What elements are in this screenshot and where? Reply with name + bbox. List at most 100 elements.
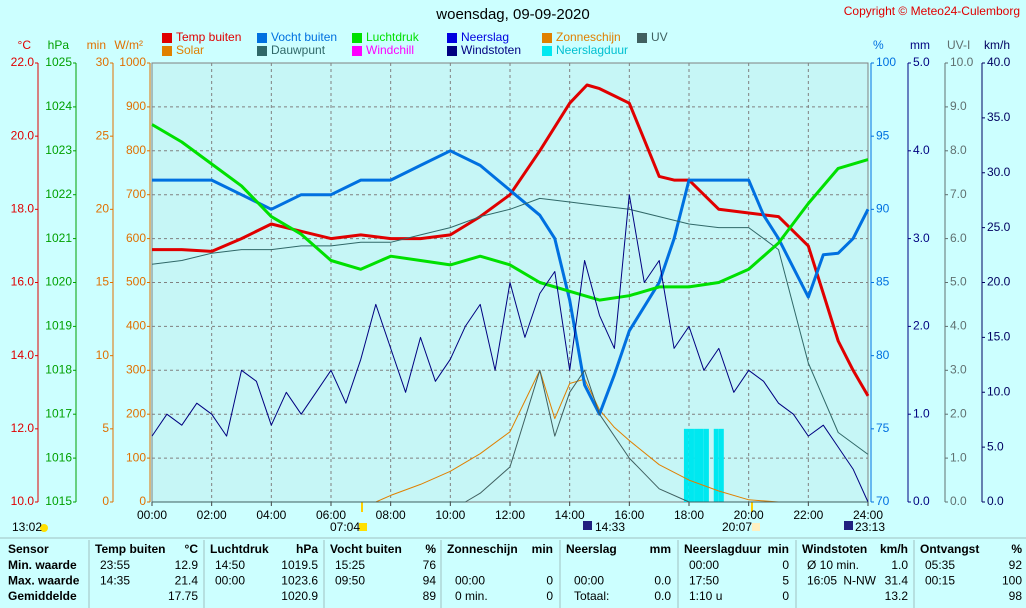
legend-swatch bbox=[637, 33, 647, 43]
axis-label: % bbox=[873, 38, 884, 52]
legend-label: Windchill bbox=[366, 43, 414, 57]
column-title: Vocht buiten bbox=[330, 542, 402, 556]
column-title: Temp buiten bbox=[95, 542, 165, 556]
table-cell: 00:00 bbox=[455, 574, 485, 588]
y-tick-label: 1017 bbox=[45, 406, 72, 420]
x-tick-label: 04:00 bbox=[256, 508, 286, 522]
table-cell: 14:35 bbox=[100, 574, 130, 588]
y-tick-label: 12.0 bbox=[11, 421, 35, 435]
table-cell: 0 bbox=[546, 589, 553, 603]
y-tick-label: 1024 bbox=[45, 99, 72, 113]
table-cell: 100 bbox=[1002, 574, 1022, 588]
table-cell: 0 bbox=[546, 574, 553, 588]
table-cell: 92 bbox=[1009, 558, 1023, 572]
y-tick-label: 1000 bbox=[119, 55, 146, 69]
duration-bar bbox=[713, 428, 719, 502]
duration-bar bbox=[703, 428, 709, 502]
x-tick-label: 16:00 bbox=[614, 508, 644, 522]
moon-icon bbox=[583, 521, 592, 530]
chart-title: woensdag, 09-09-2020 bbox=[435, 6, 589, 23]
y-tick-label: 700 bbox=[126, 187, 146, 201]
moon-icon bbox=[844, 521, 853, 530]
astro-time: 07:04 bbox=[330, 520, 360, 534]
legend-swatch bbox=[542, 33, 552, 43]
y-tick-label: 25 bbox=[96, 128, 110, 142]
y-tick-label: 200 bbox=[126, 406, 146, 420]
legend-label: Luchtdruk bbox=[366, 30, 420, 44]
y-tick-label: 10 bbox=[96, 348, 110, 362]
table-cell: 1023.6 bbox=[281, 574, 318, 588]
table-cell: 0 bbox=[782, 589, 789, 603]
y-tick-label: 2.0 bbox=[950, 406, 967, 420]
y-tick-label: 10.0 bbox=[11, 494, 35, 508]
astro-time: 20:07 bbox=[722, 520, 752, 534]
series-line bbox=[152, 83, 870, 397]
y-tick-label: 1.0 bbox=[913, 406, 930, 420]
x-tick-label: 00:00 bbox=[137, 508, 167, 522]
axis-label: UV-I bbox=[947, 38, 970, 52]
series-line bbox=[152, 369, 868, 503]
table-cell: 21.4 bbox=[175, 574, 199, 588]
row-label: Gemiddelde bbox=[8, 589, 77, 603]
y-tick-label: 1018 bbox=[45, 362, 72, 376]
x-tick-label: 20:00 bbox=[734, 508, 764, 522]
table-cell: 76 bbox=[423, 558, 437, 572]
y-tick-label: 22.0 bbox=[11, 55, 35, 69]
y-tick-label: 3.0 bbox=[913, 231, 930, 245]
table-cell: 00:15 bbox=[925, 574, 955, 588]
axis-label: mm bbox=[910, 38, 930, 52]
x-tick-label: 24:00 bbox=[853, 508, 883, 522]
column-unit: hPa bbox=[296, 542, 318, 556]
series-line bbox=[151, 123, 869, 302]
legend-label: Vocht buiten bbox=[271, 30, 337, 44]
table-cell: 5 bbox=[782, 574, 789, 588]
row-label: Max. waarde bbox=[8, 574, 80, 588]
column-title: Neerslagduur bbox=[684, 542, 762, 556]
y-tick-label: 20.0 bbox=[11, 128, 35, 142]
sunset-icon bbox=[752, 523, 760, 531]
axis-label: W/m² bbox=[114, 38, 143, 52]
legend-swatch bbox=[162, 46, 172, 56]
y-tick-label: 300 bbox=[126, 362, 146, 376]
y-tick-label: 35.0 bbox=[987, 110, 1011, 124]
y-tick-label: 40.0 bbox=[987, 55, 1011, 69]
x-tick-label: 02:00 bbox=[197, 508, 227, 522]
legend-swatch bbox=[352, 46, 362, 56]
y-tick-label: 14.0 bbox=[11, 348, 35, 362]
table-cell: 15:25 bbox=[335, 558, 365, 572]
legend-swatch bbox=[447, 33, 457, 43]
legend-swatch bbox=[257, 33, 267, 43]
y-tick-label: 18.0 bbox=[11, 202, 35, 216]
duration-bar bbox=[689, 428, 694, 502]
y-tick-label: 0 bbox=[139, 494, 146, 508]
table-cell: 94 bbox=[423, 574, 437, 588]
series-line bbox=[152, 149, 870, 416]
y-tick-label: 16.0 bbox=[11, 275, 35, 289]
table-cell: 14:50 bbox=[215, 558, 245, 572]
y-tick-label: 5.0 bbox=[987, 439, 1004, 453]
y-tick-label: 20 bbox=[96, 202, 110, 216]
y-tick-label: 100 bbox=[876, 55, 896, 69]
legend-swatch bbox=[352, 33, 362, 43]
table-cell: 00:00 bbox=[574, 574, 604, 588]
y-tick-label: 15 bbox=[96, 275, 110, 289]
legend-label: Neerslagduur bbox=[556, 43, 628, 57]
column-unit: km/h bbox=[880, 542, 908, 556]
y-tick-label: 900 bbox=[126, 99, 146, 113]
y-tick-label: 85 bbox=[876, 275, 890, 289]
table-cell: 05:35 bbox=[925, 558, 955, 572]
table-cell: 98 bbox=[1009, 589, 1023, 603]
duration-bar bbox=[683, 428, 689, 502]
y-tick-label: 0.0 bbox=[987, 494, 1004, 508]
legend-label: UV bbox=[651, 30, 668, 44]
duration-bar bbox=[698, 428, 704, 502]
table-cell: 1.0 bbox=[891, 558, 908, 572]
duration-bar bbox=[718, 428, 724, 502]
table-cell: 12.9 bbox=[175, 558, 199, 572]
x-tick-label: 18:00 bbox=[674, 508, 704, 522]
y-tick-label: 1022 bbox=[45, 187, 72, 201]
table-cell: 0 min. bbox=[455, 589, 488, 603]
table-cell: 0.0 bbox=[654, 574, 671, 588]
y-tick-label: 80 bbox=[876, 348, 890, 362]
